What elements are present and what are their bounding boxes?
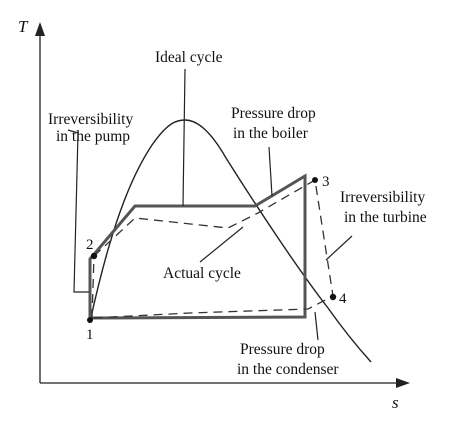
condenser-leader-line [314, 311, 319, 341]
irrev-pump-label-line1: Irreversibility [48, 111, 133, 128]
state-point-4 [329, 293, 337, 301]
actual-cycle-leader [199, 226, 244, 263]
condenser-drop-label-line1: Pressure drop [240, 341, 325, 358]
actual-cycle-path [91, 178, 334, 319]
ideal-cycle-label: Ideal cycle [155, 49, 223, 66]
t-axis-label: T [18, 17, 29, 36]
state-label-2: 2 [86, 237, 94, 253]
irrev-pump-label-line2: in the pump [56, 128, 130, 145]
state-label-4: 4 [339, 291, 347, 307]
state-point-3 [312, 177, 318, 183]
boiler-drop-label-line1: Pressure drop [231, 105, 316, 122]
ideal-cycle-leader [182, 68, 186, 207]
state-label-1: 1 [86, 327, 94, 343]
actual-cycle-label: Actual cycle [163, 265, 241, 282]
irrev-turbine-label-line1: Irreversibility [340, 189, 425, 206]
s-axis-arrow [396, 378, 410, 388]
boiler-drop-label-line2: in the boiler [233, 125, 309, 142]
boiler-leader-line [268, 146, 273, 197]
t-axis-arrow [35, 22, 45, 36]
condenser-drop-label-line2: in the condenser [237, 361, 339, 378]
state-label-3: 3 [322, 174, 330, 190]
state-point-1 [87, 317, 93, 323]
turbine-leader-line [325, 235, 353, 261]
actual-pump-line [91, 255, 95, 319]
ideal-cycle-path [88, 173, 307, 320]
irrev-turbine-label-line2: in the turbine [344, 209, 427, 226]
saturation-dome [89, 119, 372, 363]
pump-leader-line [67, 129, 89, 293]
s-axis-label: s [392, 393, 399, 412]
state-point-2 [90, 252, 98, 260]
